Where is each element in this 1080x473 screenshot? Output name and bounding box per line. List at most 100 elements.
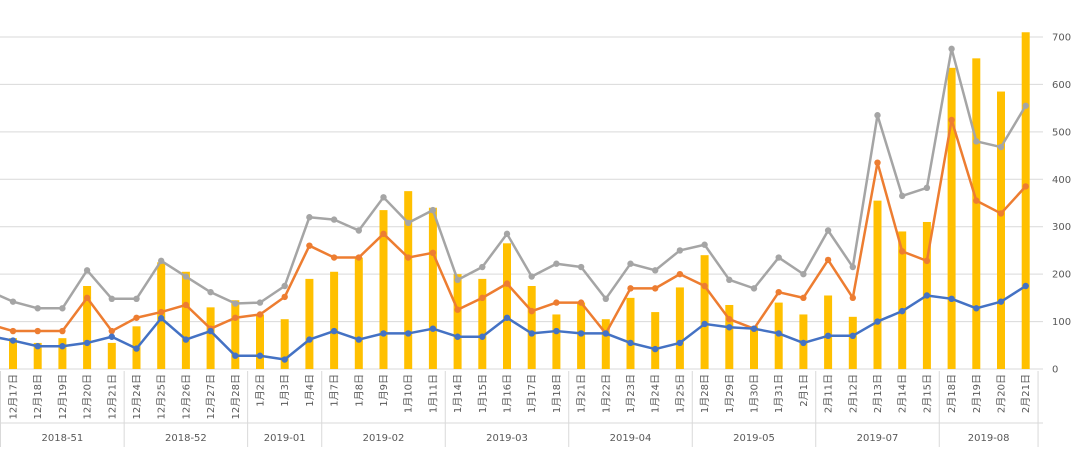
series-point — [726, 276, 733, 284]
x-category-label: 2月19日 — [971, 374, 983, 413]
x-category-label: 1月8日 — [353, 374, 365, 407]
bar — [478, 278, 487, 369]
series-point — [1022, 282, 1029, 290]
series-point — [306, 336, 313, 343]
x-category-label: 1月24日 — [650, 374, 662, 413]
series-point — [34, 327, 41, 335]
bar — [379, 210, 388, 369]
series-point — [429, 249, 437, 256]
series-point — [503, 280, 511, 287]
series-point — [429, 206, 437, 214]
series-point — [330, 216, 338, 223]
bar — [231, 300, 240, 369]
series-point — [405, 254, 412, 261]
bar — [527, 286, 536, 369]
x-category-label: 2月18日 — [946, 374, 958, 413]
x-category-label: 12月24日 — [131, 374, 143, 419]
bar — [404, 191, 413, 369]
series-point — [479, 263, 486, 271]
x-category-label: 12月20日 — [82, 374, 94, 419]
series-point — [627, 339, 634, 347]
series-point — [528, 273, 535, 280]
series-point — [701, 282, 708, 290]
series-point — [553, 299, 560, 306]
series-point — [775, 288, 782, 296]
series-point — [429, 325, 437, 332]
series-point — [83, 294, 91, 302]
x-category-label: 1月29日 — [724, 374, 736, 413]
y-tick-label: 600 — [1052, 80, 1071, 91]
series-point — [133, 295, 140, 303]
series-point — [973, 138, 980, 145]
series-point — [602, 330, 609, 337]
series-point — [602, 295, 609, 303]
bar — [972, 58, 981, 369]
series-point — [108, 295, 116, 303]
x-category-label: 1月15日 — [477, 374, 489, 413]
week-group-label: 2018-52 — [165, 433, 207, 444]
series-point — [355, 336, 362, 343]
series-point — [676, 270, 684, 278]
series-point — [948, 295, 955, 303]
series-point — [824, 256, 832, 264]
series-point — [306, 242, 313, 249]
series-point — [997, 298, 1005, 305]
bar — [997, 91, 1005, 370]
x-category-label: 2月11日 — [823, 374, 835, 413]
series-point — [306, 214, 313, 221]
series-point — [355, 254, 362, 261]
series-point — [232, 314, 239, 321]
series-point — [701, 320, 708, 328]
series-point — [849, 263, 856, 271]
y-tick-label: 300 — [1052, 222, 1071, 233]
series-point — [207, 327, 214, 335]
x-category-label: 1月7日 — [329, 374, 341, 407]
bar — [206, 307, 215, 369]
bar — [675, 287, 684, 369]
series-point — [256, 352, 264, 359]
week-group-label: 2019-02 — [363, 433, 405, 444]
series-point — [330, 254, 338, 261]
series-point — [577, 299, 585, 306]
x-category-label: 12月21日 — [106, 374, 118, 419]
x-category-label: 1月17日 — [526, 374, 538, 413]
series-point — [948, 116, 955, 124]
series-point — [676, 339, 684, 347]
x-category-label: 2月12日 — [847, 374, 859, 413]
series-point — [775, 254, 782, 261]
series-point — [59, 327, 66, 335]
series-point — [528, 330, 535, 337]
series-point — [9, 337, 17, 344]
series-line — [0, 284, 1027, 361]
x-category-label: 1月23日 — [625, 374, 637, 413]
bar — [947, 67, 956, 369]
series-point — [256, 299, 264, 306]
series-point — [355, 227, 362, 234]
series-point — [923, 184, 931, 192]
y-tick-label: 200 — [1052, 270, 1071, 281]
series-point — [9, 327, 17, 335]
series-point — [775, 330, 782, 337]
series-point — [997, 210, 1005, 217]
bar — [626, 297, 635, 369]
bar-series — [9, 32, 1030, 370]
series-point — [133, 314, 140, 321]
y-tick-label: 100 — [1052, 317, 1071, 328]
series-point — [627, 285, 634, 292]
series-point — [34, 343, 41, 350]
gridlines — [0, 36, 1043, 370]
x-category-label: 12月27日 — [205, 374, 217, 419]
bar — [601, 319, 610, 369]
x-category-label: 12月19日 — [57, 374, 69, 419]
series-point — [874, 112, 881, 119]
series-point — [454, 276, 461, 284]
series-point — [232, 300, 239, 307]
series-point — [232, 352, 239, 359]
series-point — [83, 339, 91, 347]
series-point — [923, 292, 931, 299]
series-point — [824, 227, 832, 234]
bar — [750, 326, 758, 369]
series-point — [503, 314, 511, 321]
bar — [428, 207, 437, 369]
